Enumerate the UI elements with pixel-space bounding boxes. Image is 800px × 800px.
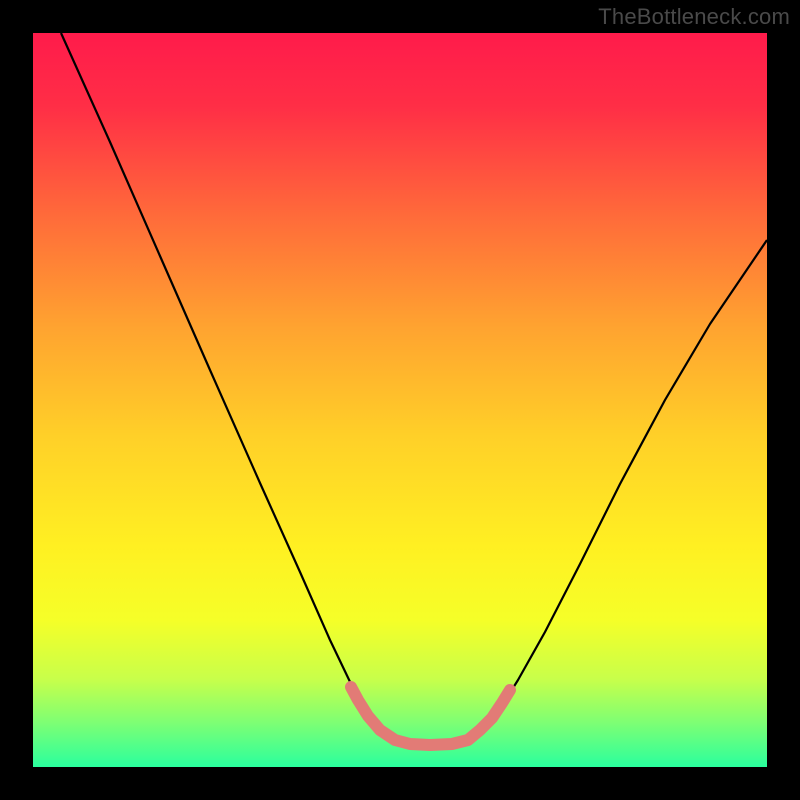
chart-svg — [0, 0, 800, 800]
plot-interior — [33, 33, 767, 767]
watermark-text: TheBottleneck.com — [598, 4, 790, 30]
chart-frame: TheBottleneck.com — [0, 0, 800, 800]
